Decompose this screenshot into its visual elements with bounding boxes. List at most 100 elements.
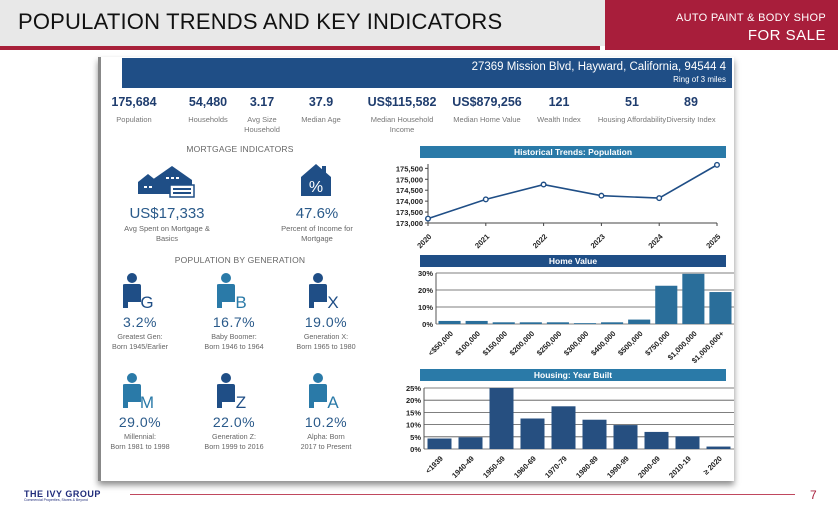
stat-median-age: 37.9 Median Age bbox=[296, 95, 346, 125]
stat-value: 37.9 bbox=[308, 95, 334, 109]
stat-housing-affordability: 51 Housing Affordability bbox=[592, 95, 672, 125]
mortgage-section-title: MORTGAGE INDICATORS bbox=[186, 144, 294, 154]
generation-label: Baby Boomer: bbox=[211, 332, 257, 341]
ring-text: Ring of 3 miles bbox=[673, 75, 726, 84]
generation-label: Greatest Gen: bbox=[117, 332, 163, 341]
x-tick-label: $150,000 bbox=[481, 329, 509, 357]
generation-item: 10.2% Alpha: Born 2017 to Present bbox=[276, 414, 376, 451]
y-tick-label: 173,500 bbox=[396, 208, 423, 217]
y-tick-label: 174,000 bbox=[396, 197, 423, 206]
generation-label: Alpha: Born bbox=[307, 432, 345, 441]
y-tick-label: 5% bbox=[410, 433, 421, 442]
house-percent-icon: % bbox=[301, 164, 331, 196]
svg-text:Z: Z bbox=[236, 393, 246, 410]
x-tick-label: 2021 bbox=[473, 232, 491, 250]
bar bbox=[438, 320, 461, 324]
data-point bbox=[540, 181, 547, 188]
y-tick-label: 20% bbox=[406, 396, 421, 405]
x-tick-label: 2000-09 bbox=[636, 454, 662, 479]
bar bbox=[644, 431, 669, 449]
generation-percent: 16.7% bbox=[212, 314, 256, 330]
badge-title: FOR SALE bbox=[747, 27, 826, 44]
generation-years: Born 1945/Earlier bbox=[112, 341, 168, 351]
company-tagline: Commercial Properties, Stores & Beyond bbox=[24, 498, 88, 502]
address-text: 27369 Mission Blvd, Hayward, California,… bbox=[471, 61, 726, 73]
x-tick-label: 2024 bbox=[646, 231, 665, 250]
stat-population: 175,684 Population bbox=[94, 95, 174, 125]
generation-label: Millennial: bbox=[124, 432, 156, 441]
person-x-icon: X bbox=[309, 273, 339, 310]
svg-text:G: G bbox=[140, 293, 153, 310]
person-a-icon: A bbox=[309, 373, 339, 410]
bar bbox=[655, 285, 678, 324]
stat-median-income: US$115,582 Median Household Income bbox=[362, 95, 442, 135]
y-tick-label: 174,500 bbox=[396, 186, 423, 195]
bar bbox=[709, 292, 732, 324]
bar bbox=[520, 418, 545, 449]
bar bbox=[682, 273, 705, 324]
year-built-bar-chart: 0% 5% 10% 15% 20% 25% <1939 1940-49 1950-59 1960-… bbox=[406, 384, 734, 479]
data-point bbox=[656, 195, 663, 202]
page-title: POPULATION TRENDS AND KEY INDICATORS bbox=[18, 9, 503, 34]
bar bbox=[706, 446, 731, 449]
x-tick-label: <$50,000 bbox=[426, 329, 455, 358]
bar bbox=[613, 425, 638, 449]
stat-value: 175,684 bbox=[111, 95, 157, 109]
x-tick-label: <1939 bbox=[424, 454, 445, 475]
bar bbox=[582, 419, 607, 449]
x-tick-label: $100,000 bbox=[454, 329, 482, 357]
generation-label: Generation X: bbox=[303, 332, 349, 341]
stat-households: 54,480 Households bbox=[168, 95, 248, 125]
mortgage-percent-value: 47.6% bbox=[295, 205, 339, 222]
stat-label: Wealth Index bbox=[537, 115, 581, 124]
population-line-chart: 173,000 173,500 174,000 174,500 175,000 175,5… bbox=[396, 161, 722, 250]
bar bbox=[573, 323, 597, 324]
generation-item: 29.0% Millennial: Born 1981 to 1998 bbox=[90, 414, 190, 451]
company-logo: THE IVY GROUP bbox=[24, 489, 101, 499]
stat-value: 51 bbox=[625, 95, 639, 109]
svg-text:%: % bbox=[309, 179, 323, 196]
mortgage-income-percent: 47.6% Percent of Income for Mortgage bbox=[252, 205, 382, 244]
generation-percent: 3.2% bbox=[123, 314, 157, 330]
y-tick-label: 175,000 bbox=[396, 175, 423, 184]
x-tick-label: $250,000 bbox=[535, 329, 563, 357]
generation-item: 19.0% Generation X: Born 1965 to 1980 bbox=[276, 314, 376, 351]
x-tick-label: $400,000 bbox=[589, 329, 617, 357]
svg-text:M: M bbox=[140, 393, 154, 410]
x-tick-label: 1960-69 bbox=[512, 454, 538, 479]
page-number: 7 bbox=[810, 488, 817, 502]
key-stats: 175,684 Population 54,480 Households 3.17 A… bbox=[100, 95, 734, 135]
x-tick-label: 2010-19 bbox=[667, 454, 693, 479]
data-point bbox=[425, 215, 432, 222]
y-tick-label: 10% bbox=[418, 303, 433, 312]
generation-percent: 22.0% bbox=[212, 414, 256, 430]
data-point bbox=[598, 192, 605, 199]
bar bbox=[489, 388, 514, 449]
x-tick-label: ≥ 2020 bbox=[701, 454, 724, 477]
stat-value: 89 bbox=[684, 95, 698, 109]
y-tick-label: 175,500 bbox=[396, 164, 423, 173]
generation-percent: 10.2% bbox=[304, 414, 348, 430]
x-tick-label: $200,000 bbox=[508, 329, 536, 357]
stat-value: US$879,256 bbox=[452, 95, 522, 109]
person-g-icon: G bbox=[123, 273, 154, 310]
stat-value: 54,480 bbox=[188, 95, 228, 109]
y-tick-label: 10% bbox=[406, 421, 421, 430]
stat-label: Households bbox=[188, 115, 228, 124]
stat-label: Avg Size Household bbox=[244, 115, 280, 134]
stat-wealth-index: 121 Wealth Index bbox=[534, 95, 584, 125]
stat-value: 3.17 bbox=[249, 95, 275, 109]
y-tick-label: 173,000 bbox=[396, 219, 423, 228]
y-tick-label: 0% bbox=[422, 320, 433, 329]
x-tick-label: 2020 bbox=[415, 232, 433, 250]
population-chart-title: Historical Trends: Population bbox=[420, 146, 726, 158]
address-bar: 27369 Mission Blvd, Hayward, California,… bbox=[122, 58, 732, 88]
home-value-bar-chart: 0% 10% 20% 30% <$50,000$100,000$150,000$200,… bbox=[418, 269, 734, 365]
bar bbox=[492, 322, 515, 324]
generation-years: Born 1981 to 1998 bbox=[110, 441, 170, 451]
person-z-icon: Z bbox=[217, 373, 246, 410]
stat-label: Median Home Value bbox=[453, 115, 521, 124]
stat-value: 121 bbox=[548, 95, 570, 109]
person-b-icon: B bbox=[217, 273, 247, 310]
svg-text:B: B bbox=[235, 293, 246, 310]
